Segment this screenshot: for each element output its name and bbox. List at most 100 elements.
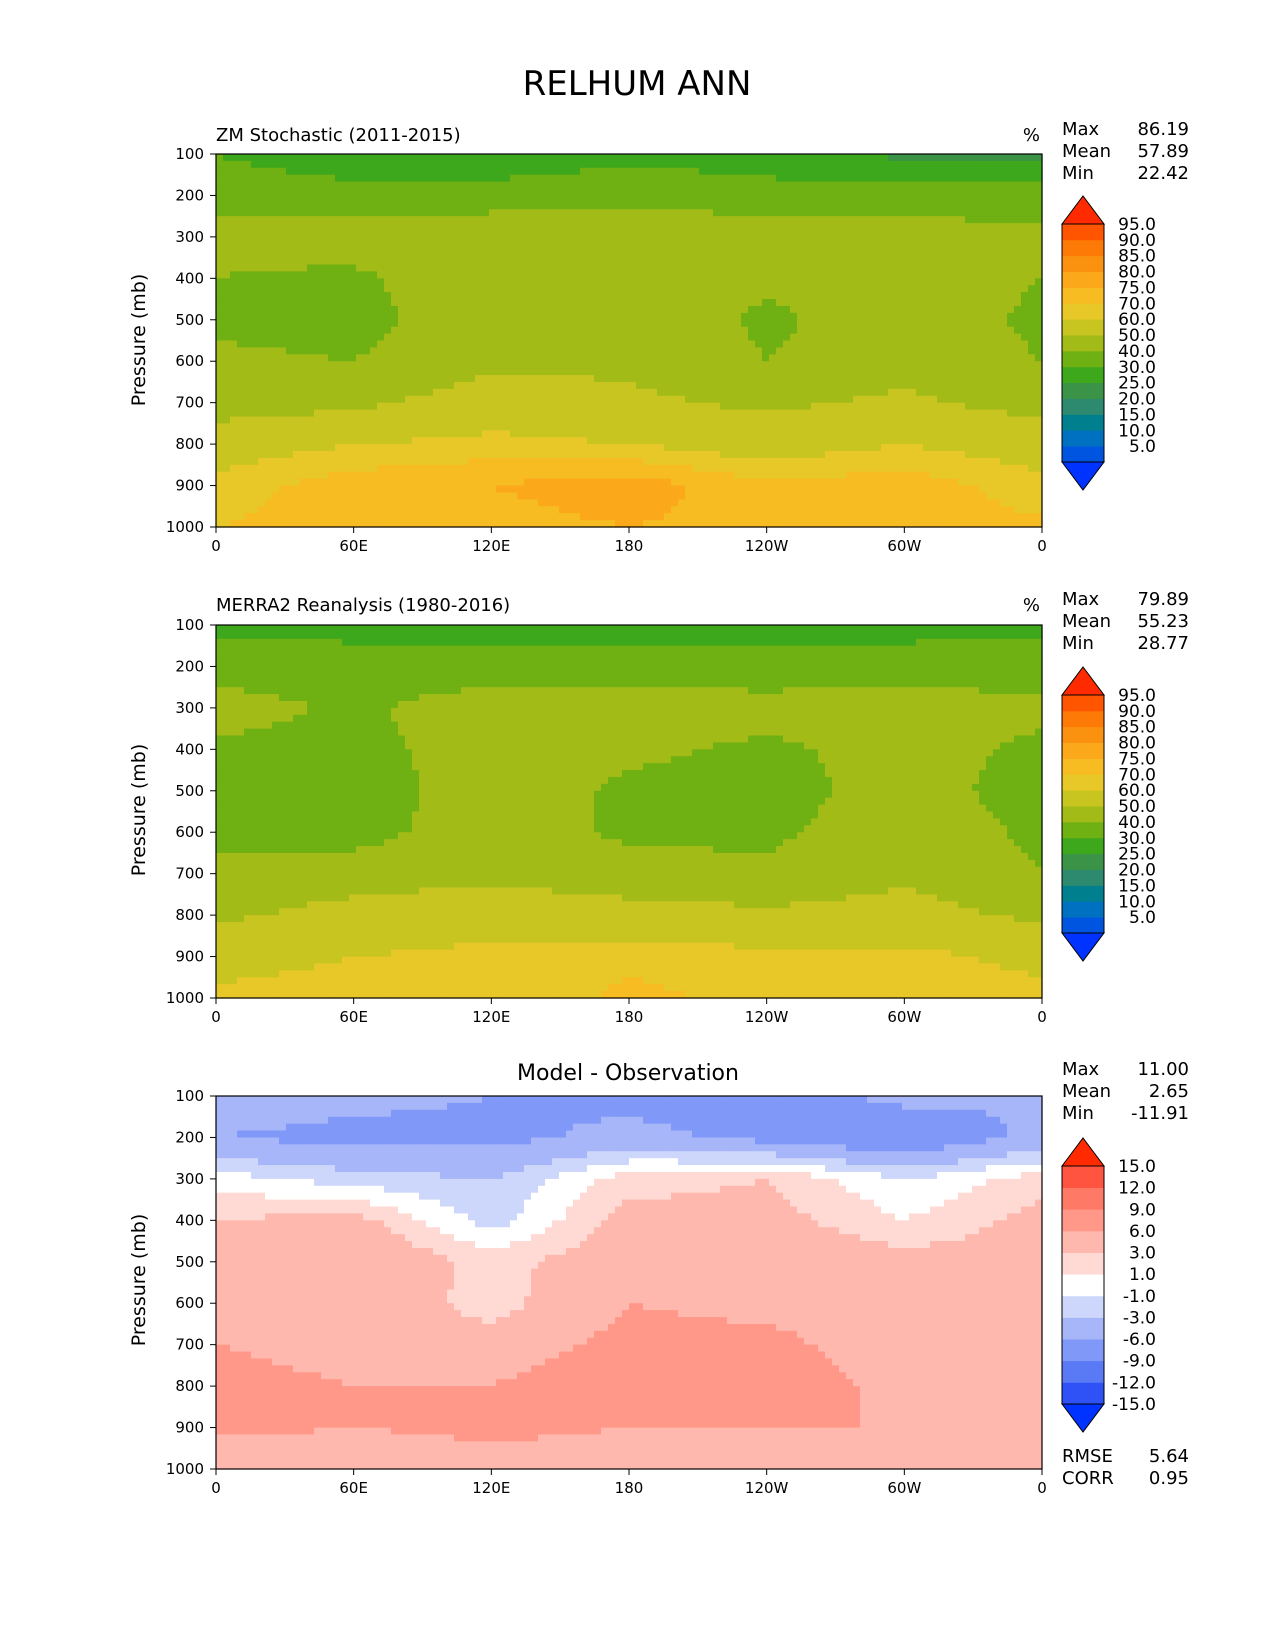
field-cell — [272, 154, 280, 162]
field-cell — [419, 381, 427, 390]
field-cell — [223, 229, 231, 238]
field-cell — [538, 381, 546, 390]
field-cell — [622, 216, 630, 224]
field-cell — [272, 437, 280, 445]
field-cell — [321, 402, 329, 411]
field-cell — [930, 236, 938, 245]
field-cell — [811, 202, 819, 210]
field-cell — [426, 388, 434, 397]
field-cell — [615, 333, 623, 342]
field-cell — [566, 299, 574, 307]
field-cell — [587, 216, 595, 224]
field-cell — [678, 437, 686, 445]
field-cell — [601, 174, 609, 183]
field-cell — [517, 312, 525, 321]
field-cell — [314, 402, 322, 411]
field-cell — [923, 340, 931, 349]
field-cell — [741, 250, 749, 259]
field-cell — [426, 333, 434, 342]
field-cell — [482, 243, 490, 252]
field-cell — [566, 160, 574, 169]
field-cell — [965, 402, 973, 411]
field-cell — [930, 278, 938, 286]
field-cell — [517, 361, 525, 369]
field-cell — [223, 368, 231, 376]
field-cell — [818, 319, 826, 328]
field-cell — [517, 229, 525, 238]
field-cell — [300, 333, 308, 342]
field-cell — [930, 312, 938, 321]
field-cell — [454, 381, 462, 390]
field-cell — [405, 278, 413, 286]
field-cell — [286, 154, 294, 162]
field-cell — [979, 340, 987, 349]
field-cell — [860, 278, 868, 286]
field-cell — [699, 312, 707, 321]
field-cell — [692, 402, 700, 411]
field-cell — [321, 299, 329, 307]
field-cell — [272, 250, 280, 259]
field-cell — [671, 361, 679, 369]
field-cell — [671, 388, 679, 397]
field-cell — [419, 250, 427, 259]
field-cell — [426, 423, 434, 431]
field-cell — [769, 271, 777, 279]
field-cell — [391, 381, 399, 390]
field-cell — [671, 271, 679, 279]
field-cell — [342, 395, 350, 404]
field-cell — [223, 388, 231, 397]
field-cell — [853, 368, 861, 376]
field-cell — [923, 375, 931, 383]
field-cell — [678, 264, 686, 273]
field-cell — [328, 167, 336, 176]
field-cell — [1014, 264, 1022, 273]
field-cell — [356, 444, 364, 452]
field-cell — [748, 264, 756, 273]
panel-model-min-value: 22.42 — [1137, 163, 1189, 184]
field-cell — [503, 305, 511, 314]
field-cell — [412, 292, 420, 300]
field-cell — [706, 423, 714, 431]
field-cell — [223, 381, 231, 390]
field-cell — [748, 437, 756, 445]
field-cell — [909, 243, 917, 252]
field-cell — [629, 285, 637, 293]
field-cell — [531, 195, 539, 203]
field-cell — [496, 195, 504, 203]
field-cell — [818, 361, 826, 369]
field-cell — [916, 326, 924, 335]
field-cell — [720, 409, 728, 418]
field-cell — [664, 305, 672, 314]
field-cell — [643, 319, 651, 328]
field-cell — [573, 229, 581, 238]
field-cell — [979, 285, 987, 293]
field-cell — [622, 312, 630, 321]
field-cell — [251, 409, 259, 418]
field-cell — [699, 236, 707, 245]
field-cell — [566, 368, 574, 376]
field-cell — [370, 430, 378, 438]
field-cell — [419, 257, 427, 266]
panel-model-units: % — [1023, 125, 1040, 146]
field-cell — [671, 154, 679, 162]
field-cell — [895, 209, 903, 217]
field-cell — [804, 368, 812, 376]
field-cell — [510, 264, 518, 273]
field-cell — [622, 292, 630, 300]
field-cell — [440, 223, 448, 231]
field-cell — [244, 312, 252, 321]
field-cell — [342, 278, 350, 286]
field-cell — [307, 229, 315, 238]
field-cell — [216, 188, 224, 197]
field-cell — [328, 299, 336, 307]
field-cell — [496, 264, 504, 273]
field-cell — [384, 381, 392, 390]
field-cell — [405, 361, 413, 369]
field-cell — [615, 229, 623, 238]
field-cell — [335, 388, 343, 397]
field-cell — [685, 395, 693, 404]
field-cell — [447, 209, 455, 217]
field-cell — [587, 395, 595, 404]
field-cell — [559, 181, 567, 190]
field-cell — [615, 181, 623, 190]
